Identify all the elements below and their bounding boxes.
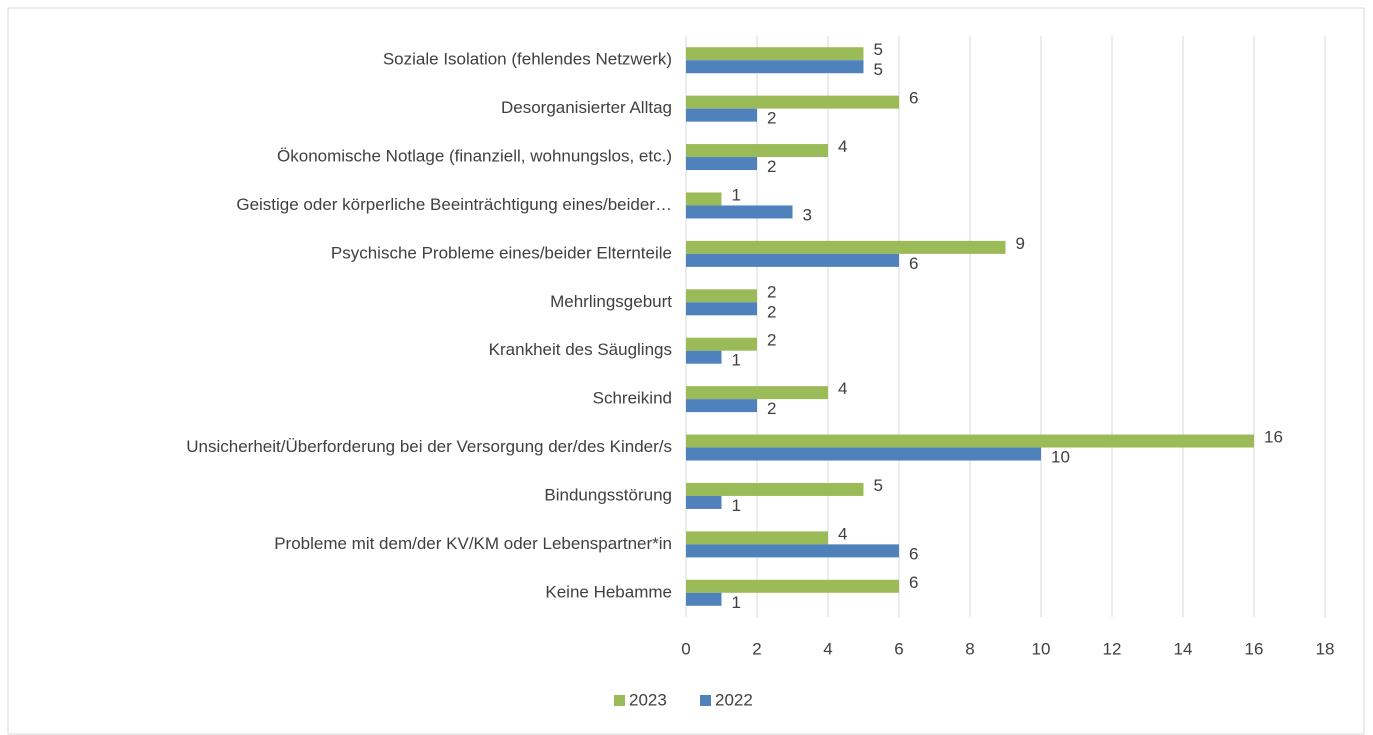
data-label: 6 bbox=[909, 573, 918, 592]
data-label: 1 bbox=[732, 185, 741, 204]
bar bbox=[686, 592, 722, 606]
data-label: 16 bbox=[1264, 428, 1283, 447]
y-tick-label: Soziale Isolation (fehlendes Netzwerk) bbox=[383, 50, 672, 69]
bar bbox=[686, 302, 757, 316]
bar bbox=[686, 386, 828, 400]
x-tick-label: 2 bbox=[752, 639, 761, 658]
x-tick-label: 18 bbox=[1316, 639, 1335, 658]
data-label: 6 bbox=[909, 254, 918, 273]
data-label: 6 bbox=[909, 89, 918, 108]
bar bbox=[686, 434, 1254, 448]
bar bbox=[686, 253, 899, 267]
y-tick-label: Desorganisierter Alltag bbox=[501, 98, 672, 117]
bar bbox=[686, 60, 864, 74]
bar bbox=[686, 337, 757, 351]
data-label: 1 bbox=[732, 593, 741, 612]
legend-label: 2023 bbox=[629, 690, 667, 709]
bar bbox=[686, 482, 864, 496]
data-label: 5 bbox=[874, 60, 883, 79]
x-tick-label: 12 bbox=[1103, 639, 1122, 658]
legend-swatch bbox=[614, 695, 625, 706]
y-tick-label: Schreikind bbox=[593, 389, 672, 408]
y-tick-label: Bindungsstörung bbox=[544, 485, 672, 504]
x-tick-label: 4 bbox=[823, 639, 832, 658]
data-label: 1 bbox=[732, 496, 741, 515]
x-tick-label: 16 bbox=[1245, 639, 1264, 658]
y-tick-label: Ökonomische Notlage (finanziell, wohnung… bbox=[277, 147, 672, 166]
bar bbox=[686, 205, 793, 219]
data-label: 5 bbox=[874, 476, 883, 495]
data-label: 2 bbox=[767, 157, 776, 176]
y-tick-label: Probleme mit dem/der KV/KM oder Lebenspa… bbox=[274, 534, 672, 553]
bar bbox=[686, 531, 828, 545]
data-label: 2 bbox=[767, 399, 776, 418]
bar bbox=[686, 192, 722, 206]
data-label: 5 bbox=[874, 40, 883, 59]
bar bbox=[686, 544, 899, 558]
data-label: 3 bbox=[803, 205, 812, 224]
y-tick-label: Geistige oder körperliche Beeinträchtigu… bbox=[236, 195, 672, 214]
y-tick-label: Keine Hebamme bbox=[545, 582, 672, 601]
bar bbox=[686, 144, 828, 158]
bar bbox=[686, 289, 757, 303]
bar bbox=[686, 495, 722, 509]
bar bbox=[686, 447, 1041, 461]
x-tick-label: 14 bbox=[1174, 639, 1193, 658]
y-tick-label: Mehrlingsgeburt bbox=[550, 292, 672, 311]
legend-label: 2022 bbox=[715, 690, 753, 709]
data-label: 2 bbox=[767, 109, 776, 128]
x-tick-label: 10 bbox=[1032, 639, 1051, 658]
bar bbox=[686, 157, 757, 171]
data-label: 2 bbox=[767, 302, 776, 321]
bar bbox=[686, 579, 899, 593]
bar bbox=[686, 47, 864, 61]
y-tick-label: Krankheit des Säuglings bbox=[489, 340, 672, 359]
legend-swatch bbox=[700, 695, 711, 706]
data-label: 9 bbox=[1016, 234, 1025, 253]
x-tick-label: 0 bbox=[681, 639, 690, 658]
bar bbox=[686, 95, 899, 109]
bar bbox=[686, 108, 757, 122]
x-tick-label: 8 bbox=[965, 639, 974, 658]
bar bbox=[686, 399, 757, 413]
x-tick-label: 6 bbox=[894, 639, 903, 658]
bar bbox=[686, 350, 722, 364]
data-label: 10 bbox=[1051, 448, 1070, 467]
bar bbox=[686, 240, 1006, 254]
data-label: 6 bbox=[909, 544, 918, 563]
data-label: 2 bbox=[767, 331, 776, 350]
data-label: 4 bbox=[838, 524, 847, 543]
y-tick-label: Psychische Probleme eines/beider Elternt… bbox=[331, 243, 672, 262]
data-label: 2 bbox=[767, 282, 776, 301]
y-tick-label: Unsicherheit/Überforderung bei der Verso… bbox=[186, 437, 672, 456]
data-label: 4 bbox=[838, 379, 847, 398]
data-label: 1 bbox=[732, 351, 741, 370]
data-label: 4 bbox=[838, 137, 847, 156]
